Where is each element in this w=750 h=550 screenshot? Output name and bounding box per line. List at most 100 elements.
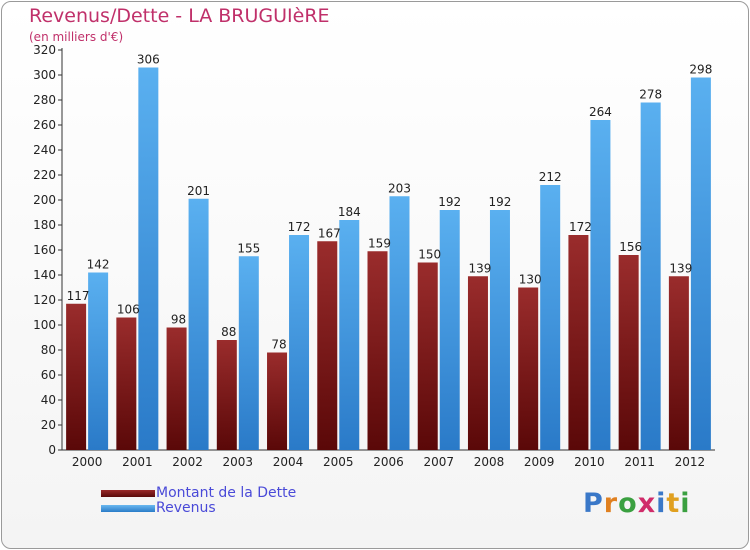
bar-debt: [518, 287, 539, 450]
bar-revenue: [389, 196, 410, 450]
data-label-debt: 172: [569, 220, 592, 234]
bar-debt: [66, 303, 87, 450]
logo-letter: P: [583, 488, 604, 519]
x-tick-label: 2002: [172, 455, 203, 469]
logo-letter: t: [666, 488, 681, 519]
bar-revenue: [339, 220, 360, 450]
y-tick-label: 200: [33, 193, 56, 207]
data-label-revenue: 212: [539, 170, 562, 184]
bar-debt: [668, 276, 689, 450]
data-label-revenue: 192: [438, 195, 461, 209]
bar-revenue: [540, 185, 561, 450]
bar-debt: [467, 276, 488, 450]
data-label-revenue: 203: [388, 181, 411, 195]
x-tick-label: 2005: [323, 455, 354, 469]
data-label-debt: 106: [117, 303, 140, 317]
data-label-revenue: 155: [237, 241, 260, 255]
data-label-debt: 78: [271, 338, 286, 352]
bar-debt: [367, 251, 388, 450]
data-label-revenue: 278: [639, 88, 662, 102]
data-label-debt: 167: [318, 226, 341, 240]
bar-revenue: [188, 198, 209, 450]
x-tick-label: 2007: [423, 455, 454, 469]
x-tick-label: 2009: [524, 455, 555, 469]
data-label-debt: 159: [368, 236, 391, 250]
bar-debt: [417, 262, 438, 450]
bar-revenue: [289, 235, 310, 450]
logo-letter: r: [603, 488, 619, 519]
data-label-debt: 130: [519, 273, 542, 287]
logo-letter: i: [656, 488, 667, 519]
x-tick-label: 2006: [373, 455, 404, 469]
y-tick-label: 280: [33, 93, 56, 107]
logo-letter: o: [618, 488, 638, 519]
data-label-revenue: 142: [87, 258, 110, 272]
data-label-debt: 98: [171, 313, 186, 327]
x-tick-label: 2011: [624, 455, 655, 469]
x-tick-label: 2004: [273, 455, 304, 469]
data-label-revenue: 306: [137, 53, 160, 67]
proxiti-logo: Proxiti: [583, 488, 691, 519]
bar-debt: [267, 352, 288, 450]
y-tick-label: 240: [33, 143, 56, 157]
y-tick-label: 20: [41, 418, 56, 432]
chart-subtitle: (en milliers d'€): [29, 30, 124, 44]
bar-debt: [116, 317, 137, 450]
data-label-debt: 117: [67, 289, 90, 303]
data-labels: 117 106 98 88 78 167 159 150 139 130 172 156 139 142 3…: [67, 53, 713, 352]
y-tick-label: 260: [33, 118, 56, 132]
data-label-revenue: 201: [187, 184, 210, 198]
data-label-revenue: 264: [589, 105, 612, 119]
data-label-debt: 139: [669, 261, 692, 275]
data-label-debt: 150: [418, 248, 441, 262]
x-tick-label: 2000: [72, 455, 103, 469]
axes: 0 20 40 60 80 100 120 140 160 180 200 220 240 260 280 3…: [33, 43, 715, 469]
y-tick-label: 300: [33, 68, 56, 82]
y-tick-label: 60: [41, 368, 56, 382]
bar-debt: [568, 235, 589, 450]
chart-title: Revenus/Dette - LA BRUGUIèRE: [29, 5, 330, 27]
y-tick-label: 0: [48, 443, 56, 457]
bar-revenue: [489, 210, 510, 450]
x-tick-label: 2012: [675, 455, 706, 469]
data-label-debt: 88: [221, 325, 236, 339]
bar-revenue: [238, 256, 259, 450]
legend-label-debt: Montant de la Dette: [156, 485, 297, 501]
y-tick-label: 100: [33, 318, 56, 332]
bar-debt: [618, 255, 639, 450]
x-tick-label: 2010: [574, 455, 605, 469]
data-label-revenue: 184: [338, 205, 361, 219]
bar-debt: [216, 340, 237, 450]
legend-swatch-revenue: [101, 505, 155, 512]
data-label-revenue: 298: [689, 63, 712, 77]
x-tick-label: 2001: [122, 455, 153, 469]
bar-debt: [317, 241, 338, 450]
y-tick-label: 80: [41, 343, 56, 357]
y-tick-label: 180: [33, 218, 56, 232]
x-tick-label: 2003: [223, 455, 254, 469]
bar-revenue: [138, 67, 159, 450]
data-label-revenue: 172: [288, 220, 311, 234]
bar-revenue: [439, 210, 460, 450]
logo-letter: x: [637, 488, 657, 519]
data-label-revenue: 192: [489, 195, 512, 209]
y-tick-label: 140: [33, 268, 56, 282]
bar-revenue: [88, 272, 109, 450]
data-label-debt: 156: [619, 240, 642, 254]
bar-revenue: [690, 77, 711, 450]
bar-debt: [166, 327, 187, 450]
bar-revenue: [640, 102, 661, 450]
y-tick-label: 220: [33, 168, 56, 182]
legend-label-revenue: Revenus: [156, 500, 216, 516]
legend-swatch-debt: [101, 490, 155, 497]
logo-letter: i: [680, 488, 691, 519]
y-tick-label: 160: [33, 243, 56, 257]
y-tick-label: 120: [33, 293, 56, 307]
y-tick-label: 320: [33, 43, 56, 57]
data-label-debt: 139: [469, 261, 492, 275]
bar-revenue: [590, 120, 611, 450]
bars: [66, 67, 711, 450]
y-tick-label: 40: [41, 393, 56, 407]
x-tick-label: 2008: [474, 455, 505, 469]
